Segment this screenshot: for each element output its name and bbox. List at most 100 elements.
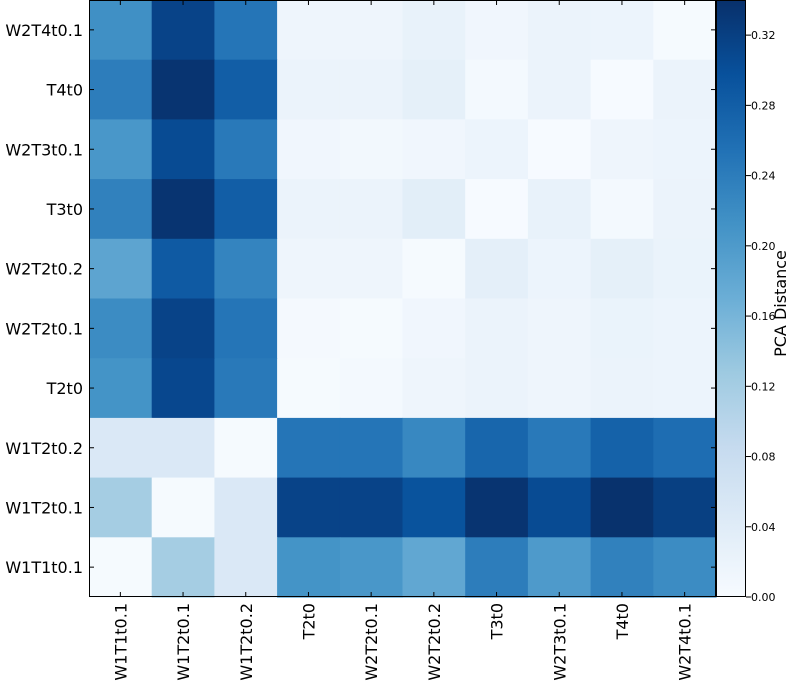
heatmap-cell <box>402 59 466 120</box>
heatmap-cell <box>590 358 654 419</box>
heatmap-cell <box>527 537 592 598</box>
colorbar-frame <box>716 0 746 597</box>
x-tick-label: T3t0 <box>488 603 507 640</box>
heatmap-cell <box>151 417 215 479</box>
colorbar-tick-label: 0.12 <box>751 380 776 393</box>
heatmap-cell <box>653 119 717 180</box>
heatmap-cell <box>465 537 529 598</box>
heatmap-cell <box>339 238 404 300</box>
heatmap-cell <box>653 59 717 120</box>
heatmap-cell <box>402 477 466 538</box>
colorbar-tick-label: 0.08 <box>751 451 776 464</box>
y-tick-label: W1T2t0.2 <box>5 439 83 458</box>
heatmap-cell <box>339 477 404 538</box>
heatmap-cell <box>339 119 404 180</box>
heatmap-cell <box>590 0 654 61</box>
heatmap-cell <box>89 238 153 300</box>
heatmap-cell <box>277 537 341 598</box>
heatmap-cell <box>590 417 654 479</box>
heatmap-cell <box>277 119 341 180</box>
x-tick-label: W2T2t0.1 <box>362 603 381 681</box>
heatmap-cell <box>527 238 592 300</box>
heatmap-cell <box>214 238 278 300</box>
heatmap-cell <box>402 417 466 479</box>
heatmap-cell <box>214 298 278 359</box>
heatmap-cell <box>89 59 153 120</box>
heatmap-cell <box>527 477 592 538</box>
heatmap-cell <box>465 358 529 419</box>
heatmap-cell <box>89 119 153 180</box>
heatmap-cell <box>89 417 153 479</box>
x-tick-label: W1T2t0.1 <box>174 603 193 681</box>
heatmap-cell <box>465 298 529 359</box>
heatmap-cell <box>214 59 278 120</box>
heatmap-cell <box>151 537 215 598</box>
heatmap-cell <box>653 417 717 479</box>
heatmap-cell <box>653 179 717 240</box>
heatmap-cell <box>402 0 466 61</box>
heatmap-cell <box>277 298 341 359</box>
heatmap-cell <box>590 59 654 120</box>
y-tick-label: T2t0 <box>46 379 83 398</box>
heatmap-cell <box>527 298 592 359</box>
heatmap-cell <box>339 417 404 479</box>
heatmap-cell <box>402 358 466 419</box>
heatmap-cell <box>465 59 529 120</box>
heatmap-cell <box>402 298 466 359</box>
heatmap-cell <box>277 238 341 300</box>
heatmap-cell <box>653 537 717 598</box>
y-tick-label: W1T1t0.1 <box>5 558 83 577</box>
x-tick-label: W1T1t0.1 <box>111 603 130 681</box>
heatmap-cell <box>527 59 592 120</box>
heatmap-cell <box>590 477 654 538</box>
heatmap-cell <box>339 179 404 240</box>
heatmap-cell <box>653 0 717 61</box>
heatmap-cell <box>151 179 215 240</box>
heatmap-cell <box>214 477 278 538</box>
heatmap-cell <box>277 0 341 61</box>
colorbar <box>716 0 746 597</box>
colorbar-tick-label: 0.24 <box>751 170 776 183</box>
heatmap-cell <box>89 179 153 240</box>
heatmap-cell <box>527 358 592 419</box>
colorbar-tick-label: 0.00 <box>751 591 776 604</box>
heatmap-cell <box>653 477 717 538</box>
heatmap-cell <box>339 0 404 61</box>
heatmap-cell <box>214 179 278 240</box>
heatmap-cell <box>214 119 278 180</box>
x-tick-label: W2T3t0.1 <box>550 603 569 681</box>
y-tick-label: W2T4t0.1 <box>5 21 83 40</box>
heatmap-cell <box>151 238 215 300</box>
heatmap-cell <box>465 238 529 300</box>
y-tick-label: T4t0 <box>46 81 83 100</box>
heatmap-cell <box>465 477 529 538</box>
heatmap-cell <box>527 0 592 61</box>
heatmap-cell <box>590 537 654 598</box>
heatmap-cell <box>151 358 215 419</box>
y-tick-label: W2T2t0.1 <box>5 319 83 338</box>
heatmap-cell <box>277 358 341 419</box>
y-axis: W2T4t0.1 T4t0 W2T3t0.1 T3t0 W2T2t0.2 W2T2t0.1… <box>5 21 716 577</box>
y-tick-label: T3t0 <box>46 200 83 219</box>
y-tick-label: W1T2t0.1 <box>5 498 83 517</box>
heatmap-cell <box>89 537 153 598</box>
heatmap-cell <box>339 59 404 120</box>
y-tick-label: W2T2t0.2 <box>5 260 83 279</box>
heatmap-cell <box>277 179 341 240</box>
heatmap-cell <box>339 358 404 419</box>
heatmap-cell <box>151 0 215 61</box>
heatmap-cell <box>653 238 717 300</box>
heatmap-cell <box>89 0 153 61</box>
x-axis: W1T1t0.1 W1T2t0.1 W1T2t0.2 T2t0 W2T2t0.1 W2T2… <box>111 0 695 681</box>
heatmap-cell <box>590 298 654 359</box>
heatmap-cell <box>277 417 341 479</box>
heatmap-cell <box>590 238 654 300</box>
heatmap-cell <box>465 417 529 479</box>
heatmap-cell <box>527 417 592 479</box>
heatmap-cell <box>214 537 278 598</box>
x-tick-label: W2T4t0.1 <box>676 603 695 681</box>
colorbar-tick-label: 0.04 <box>751 521 776 534</box>
x-tick-label: W2T2t0.2 <box>425 603 444 681</box>
heatmap-cell <box>465 0 529 61</box>
heatmap-cell <box>89 358 153 419</box>
